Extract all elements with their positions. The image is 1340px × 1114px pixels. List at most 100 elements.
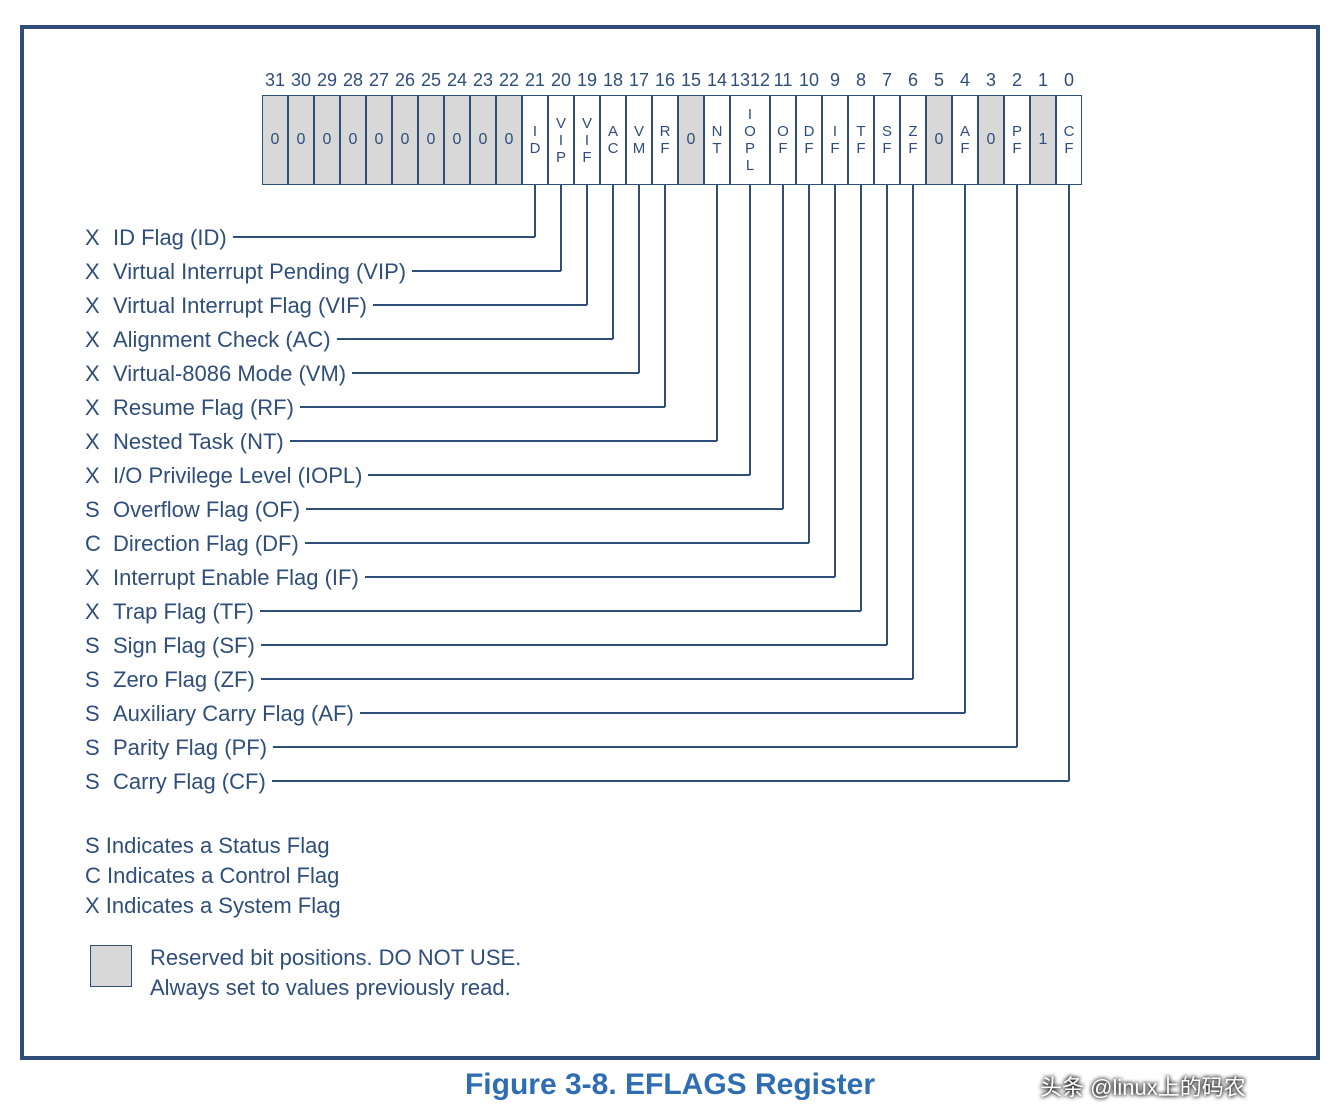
flag-label-text: Resume Flag (RF) (113, 395, 294, 420)
flag-label-row: SSign Flag (SF) (85, 633, 255, 659)
flag-type-letter: S (85, 701, 113, 727)
flag-label-row: XTrap Flag (TF) (85, 599, 254, 625)
flag-label-text: Virtual Interrupt Flag (VIF) (113, 293, 367, 318)
flag-type-letter: X (85, 361, 113, 387)
bit-number-17: 17 (626, 70, 652, 91)
bit-cell-29: 0 (314, 95, 340, 185)
flag-label-text: I/O Privilege Level (IOPL) (113, 463, 362, 488)
flag-label-row: SCarry Flag (CF) (85, 769, 266, 795)
bit-cell-4: AF (952, 95, 978, 185)
bit-cell-24: 0 (444, 95, 470, 185)
flag-label-text: Overflow Flag (OF) (113, 497, 300, 522)
flag-type-letter: S (85, 769, 113, 795)
flag-type-letter: X (85, 463, 113, 489)
flag-label-text: ID Flag (ID) (113, 225, 227, 250)
bit-number-2: 2 (1004, 70, 1030, 91)
flag-label-row: SZero Flag (ZF) (85, 667, 255, 693)
bit-number-18: 18 (600, 70, 626, 91)
bit-number-9: 9 (822, 70, 848, 91)
flag-label-text: Alignment Check (AC) (113, 327, 331, 352)
bit-cell-14: NT (704, 95, 730, 185)
bit-cell-26: 0 (392, 95, 418, 185)
flag-label-text: Interrupt Enable Flag (IF) (113, 565, 359, 590)
bit-cell-11: OF (770, 95, 796, 185)
bit-cell-5: 0 (926, 95, 952, 185)
flag-label-row: CDirection Flag (DF) (85, 531, 299, 557)
flag-label-text: Trap Flag (TF) (113, 599, 254, 624)
bit-number-26: 26 (392, 70, 418, 91)
legend-row: C Indicates a Control Flag (85, 863, 339, 889)
bit-cell-15: 0 (678, 95, 704, 185)
bit-cell-16: RF (652, 95, 678, 185)
bit-cell-21: ID (522, 95, 548, 185)
watermark: 头条 @linux上的码农 (1040, 1070, 1246, 1102)
bit-number-11: 11 (770, 70, 796, 91)
bit-cell-10: DF (796, 95, 822, 185)
flag-label-text: Virtual-8086 Mode (VM) (113, 361, 346, 386)
flag-label-text: Sign Flag (SF) (113, 633, 255, 658)
flag-label-row: SAuxiliary Carry Flag (AF) (85, 701, 354, 727)
legend-row: X Indicates a System Flag (85, 893, 341, 919)
bit-number-7: 7 (874, 70, 900, 91)
bit-number-16: 16 (652, 70, 678, 91)
reserved-note-line2: Always set to values previously read. (150, 975, 511, 1000)
flag-type-letter: S (85, 497, 113, 523)
bit-number-4: 4 (952, 70, 978, 91)
bit-cell-7: SF (874, 95, 900, 185)
bit-number-28: 28 (340, 70, 366, 91)
bit-cell-25: 0 (418, 95, 444, 185)
flag-label-text: Direction Flag (DF) (113, 531, 299, 556)
flag-label-row: SOverflow Flag (OF) (85, 497, 300, 523)
flag-label-text: Parity Flag (PF) (113, 735, 267, 760)
flag-type-letter: S (85, 735, 113, 761)
bit-number-25: 25 (418, 70, 444, 91)
bit-number-19: 19 (574, 70, 600, 91)
flag-type-letter: X (85, 395, 113, 421)
bit-cell-1: 1 (1030, 95, 1056, 185)
flag-label-row: XInterrupt Enable Flag (IF) (85, 565, 359, 591)
bit-cell-19: VIF (574, 95, 600, 185)
bit-number-0: 0 (1056, 70, 1082, 91)
flag-type-letter: X (85, 429, 113, 455)
flag-label-row: XVirtual Interrupt Flag (VIF) (85, 293, 367, 319)
flag-type-letter: X (85, 327, 113, 353)
bit-number-10: 10 (796, 70, 822, 91)
flag-label-text: Auxiliary Carry Flag (AF) (113, 701, 354, 726)
bit-cell-22: 0 (496, 95, 522, 185)
bit-number-23: 23 (470, 70, 496, 91)
bit-cell-6: ZF (900, 95, 926, 185)
bit-cell-13: IOPL (730, 95, 770, 185)
bit-cell-20: VIP (548, 95, 574, 185)
flag-type-letter: X (85, 599, 113, 625)
reserved-note: Reserved bit positions. DO NOT USE. Alwa… (150, 943, 521, 1002)
flag-label-text: Carry Flag (CF) (113, 769, 266, 794)
reserved-note-line1: Reserved bit positions. DO NOT USE. (150, 945, 521, 970)
flag-type-letter: X (85, 565, 113, 591)
bit-cell-8: TF (848, 95, 874, 185)
flag-label-text: Nested Task (NT) (113, 429, 284, 454)
bit-cell-28: 0 (340, 95, 366, 185)
flag-label-row: XVirtual-8086 Mode (VM) (85, 361, 346, 387)
bit-number-3: 3 (978, 70, 1004, 91)
flag-type-letter: C (85, 531, 113, 557)
flag-label-row: XAlignment Check (AC) (85, 327, 331, 353)
bit-number-1: 1 (1030, 70, 1056, 91)
flag-label-row: XResume Flag (RF) (85, 395, 294, 421)
reserved-swatch (90, 945, 132, 987)
bit-number-6: 6 (900, 70, 926, 91)
flag-label-text: Virtual Interrupt Pending (VIP) (113, 259, 406, 284)
bit-cell-17: VM (626, 95, 652, 185)
flag-type-letter: S (85, 667, 113, 693)
flag-label-row: XID Flag (ID) (85, 225, 227, 251)
flag-label-row: XNested Task (NT) (85, 429, 284, 455)
flag-type-letter: X (85, 225, 113, 251)
flag-type-letter: X (85, 293, 113, 319)
flag-label-row: XVirtual Interrupt Pending (VIP) (85, 259, 406, 285)
bit-cell-23: 0 (470, 95, 496, 185)
bit-number-21: 21 (522, 70, 548, 91)
bit-number-29: 29 (314, 70, 340, 91)
flag-type-letter: S (85, 633, 113, 659)
bit-number-30: 30 (288, 70, 314, 91)
legend-row: S Indicates a Status Flag (85, 833, 330, 859)
bit-number-31: 31 (262, 70, 288, 91)
